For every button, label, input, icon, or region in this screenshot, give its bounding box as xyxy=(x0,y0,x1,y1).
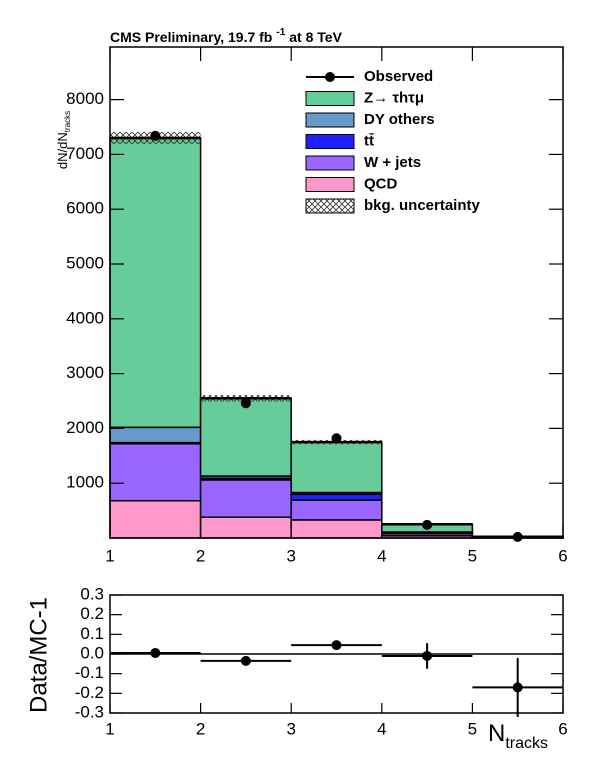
ratio-point xyxy=(150,648,161,659)
stack-segment xyxy=(199,397,292,477)
y-tick-label: 0.3 xyxy=(80,584,104,603)
ratio-point xyxy=(240,655,251,666)
y-tick-label: 5000 xyxy=(66,253,104,272)
observed-point xyxy=(150,130,161,141)
observed-point xyxy=(512,531,523,542)
x-label-text: N xyxy=(488,720,505,747)
legend-label: QCD xyxy=(364,175,398,192)
plot-frame xyxy=(109,46,564,539)
legend-label: bkg. uncertainty xyxy=(364,197,481,214)
legend-swatch xyxy=(305,177,355,192)
legend-swatch xyxy=(305,134,355,149)
legend-label: tt̄ xyxy=(364,132,374,149)
stack-segment xyxy=(109,137,202,429)
stack-segment xyxy=(199,479,292,518)
x-tick-label: 2 xyxy=(196,719,205,738)
x-tick-label: 5 xyxy=(468,719,477,738)
stack-segment xyxy=(290,441,383,494)
y-tick-label: 0.0 xyxy=(80,643,104,662)
y-tick-label: -0.1 xyxy=(75,663,104,682)
y-label-subscript: tracks xyxy=(63,111,72,132)
legend-swatch xyxy=(305,155,355,171)
y-tick-label: 3000 xyxy=(66,363,104,382)
stack-segment xyxy=(109,499,202,539)
x-tick-label: 5 xyxy=(468,546,477,565)
y-tick-label: 4000 xyxy=(66,308,104,327)
observed-point xyxy=(240,398,251,409)
ratio-y-axis-label: Data/MC-1 xyxy=(25,597,52,713)
legend-label: Z→ τhτμ xyxy=(364,89,424,106)
x-tick-label: 6 xyxy=(558,546,567,565)
x-tick-label: 3 xyxy=(286,719,295,738)
y-axis-label: dN/dNtracks xyxy=(55,111,72,169)
y-label-text: dN/dN xyxy=(55,132,70,169)
y-tick-label: 6000 xyxy=(66,199,104,218)
legend-swatch xyxy=(305,112,355,128)
y-tick-label: 2000 xyxy=(66,418,104,437)
stack-segment xyxy=(290,519,383,539)
legend-marker xyxy=(325,72,335,82)
x-tick-label: 6 xyxy=(558,719,567,738)
y-tick-label: 7000 xyxy=(66,144,104,163)
ratio-point xyxy=(422,650,433,661)
title-superscript: -1 xyxy=(276,27,285,38)
legend-swatch xyxy=(305,198,355,214)
x-tick-label: 3 xyxy=(286,546,295,565)
x-label-subscript: tracks xyxy=(505,735,548,752)
title-text: at 8 TeV xyxy=(289,29,342,45)
title-text: CMS Preliminary, 19.7 fb xyxy=(110,29,272,45)
ratio-frame xyxy=(109,594,564,714)
stack-segment xyxy=(109,426,202,444)
legend-label: DY others xyxy=(364,111,435,128)
x-tick-label: 1 xyxy=(105,546,114,565)
ratio-point xyxy=(512,682,523,693)
stack-segment xyxy=(290,499,383,521)
x-tick-label: 4 xyxy=(377,546,386,565)
chart-title: CMS Preliminary, 19.7 fb -1 at 8 TeV xyxy=(110,27,343,45)
y-tick-label: 8000 xyxy=(66,89,104,108)
ratio-point xyxy=(331,640,342,651)
observed-point xyxy=(331,433,342,444)
y-tick-label: -0.2 xyxy=(75,683,104,702)
legend-label: W + jets xyxy=(364,154,421,171)
stack-segment xyxy=(109,442,202,502)
y-tick-label: -0.3 xyxy=(75,702,104,721)
stack-segment xyxy=(199,516,292,539)
y-tick-label: 0.2 xyxy=(80,604,104,623)
x-tick-label: 4 xyxy=(377,719,386,738)
x-tick-label: 2 xyxy=(196,546,205,565)
y-tick-label: 0.1 xyxy=(80,624,104,643)
stack-segment xyxy=(290,493,383,501)
legend-swatch xyxy=(305,91,355,106)
x-tick-label: 1 xyxy=(105,719,114,738)
y-tick-label: 1000 xyxy=(66,473,104,492)
x-axis-label: Ntracks xyxy=(488,720,548,752)
legend-label: Observed xyxy=(364,68,433,85)
observed-point xyxy=(422,519,433,530)
